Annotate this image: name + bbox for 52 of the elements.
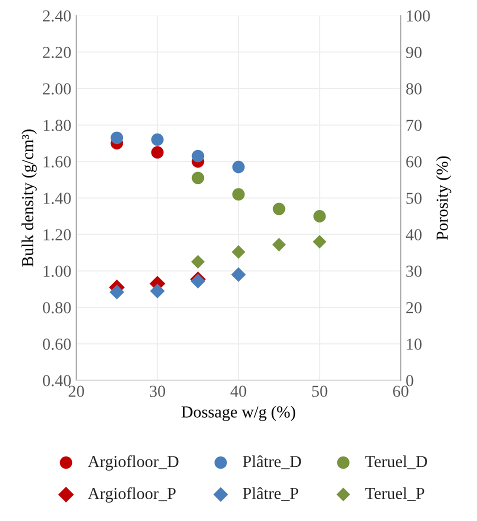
point <box>192 172 204 184</box>
y2-tick-label: 40 <box>406 229 422 240</box>
y2-axis-title: Porosity (%) <box>436 156 452 240</box>
point <box>232 245 246 259</box>
x-tick-label: 40 <box>230 386 246 397</box>
y-tick-label: 1.00 <box>44 266 71 277</box>
x-tick-label: 60 <box>393 386 408 397</box>
y-axis-title: Bulk density (g/cm³) <box>22 130 37 267</box>
legend-label: Plâtre_D <box>242 455 301 470</box>
y2-tick-label: 50 <box>406 192 422 204</box>
y2-tick-label: 100 <box>407 10 430 22</box>
legend-label: Argiofloor_D <box>88 455 178 471</box>
y2-tick-label: 90 <box>406 46 422 58</box>
x-tick-label: 20 <box>68 386 84 397</box>
x-tick-label: 30 <box>150 386 166 397</box>
point <box>272 202 286 216</box>
y-tick-label: 0.40 <box>42 375 71 386</box>
y-tick-label: 2.20 <box>43 46 71 58</box>
y2-tick-label: 10 <box>407 338 422 350</box>
point <box>232 188 245 201</box>
point <box>192 150 204 162</box>
y2-tick-label: 60 <box>406 156 422 168</box>
y2-tick-label: 0 <box>406 375 414 386</box>
point <box>191 255 205 269</box>
y-tick-label: 2.40 <box>43 10 71 22</box>
y2-tick-label: 30 <box>406 266 422 277</box>
y-tick-label: 1.40 <box>44 192 71 204</box>
y-tick-label: 2.00 <box>43 83 71 95</box>
y2-tick-label: 70 <box>406 120 422 131</box>
point <box>151 146 164 159</box>
point <box>150 284 165 298</box>
point <box>151 133 164 146</box>
y-tick-label: 1.20 <box>44 229 71 240</box>
point <box>231 267 246 282</box>
x-tick-label: 50 <box>312 386 328 397</box>
point <box>110 132 124 144</box>
y2-tick-label: 20 <box>406 302 422 314</box>
y-tick-label: 1.80 <box>44 120 71 132</box>
point <box>313 210 326 222</box>
legend-label: Teruel_P <box>365 487 424 502</box>
point <box>312 234 326 249</box>
legend-label: Plâtre_P <box>242 487 298 502</box>
point <box>110 284 124 300</box>
legend-label: Argiofloor_P <box>88 487 176 503</box>
y-tick-label: 1.60 <box>44 156 71 168</box>
y2-tick-label: 80 <box>406 83 422 95</box>
x-axis-title: Dossage w/g (%) <box>182 406 296 422</box>
y-tick-label: 0.80 <box>42 302 71 314</box>
point <box>272 238 286 252</box>
point <box>232 160 245 174</box>
y-tick-label: 0.60 <box>42 338 71 350</box>
legend-label: Teruel_D <box>365 455 427 470</box>
